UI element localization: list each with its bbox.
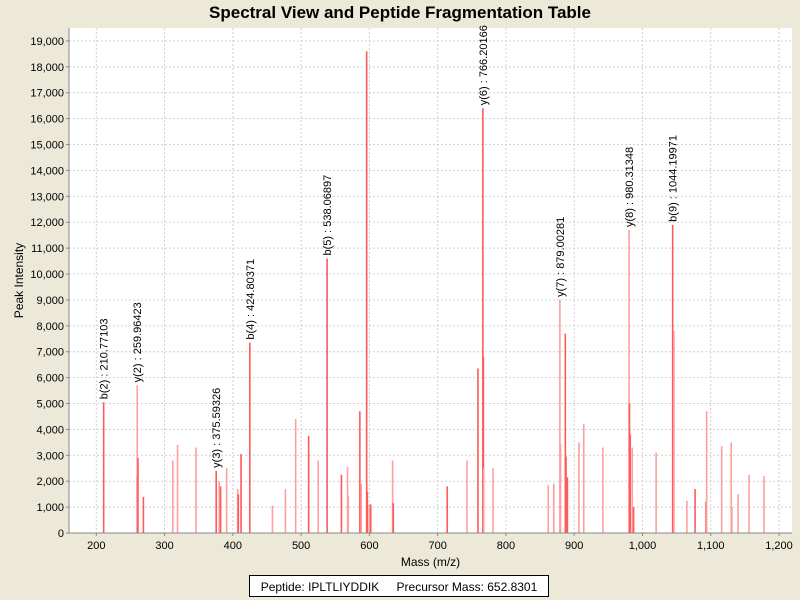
y-tick-label: 9,000 xyxy=(36,295,64,307)
peak-annotation: y(8) : 980.31348 xyxy=(624,147,636,227)
y-tick-label: 16,000 xyxy=(30,114,64,126)
x-tick-label: 1,200 xyxy=(765,540,793,552)
y-tick-label: 4,000 xyxy=(36,424,64,436)
x-tick-label: 600 xyxy=(360,540,378,552)
y-tick-label: 0 xyxy=(58,528,64,540)
y-tick-label: 15,000 xyxy=(30,140,64,152)
x-tick-label: 1,100 xyxy=(697,540,725,552)
x-tick-label: 500 xyxy=(292,540,310,552)
y-tick-label: 18,000 xyxy=(30,62,64,74)
x-tick-label: 200 xyxy=(87,540,105,552)
legend-precursor: Precursor Mass: 652.8301 xyxy=(396,580,538,594)
x-axis-label: Mass (m/z) xyxy=(401,555,460,569)
x-tick-label: 700 xyxy=(428,540,446,552)
y-tick-label: 7,000 xyxy=(36,347,64,359)
legend-peptide: Peptide: IPLTLIYDDIK xyxy=(260,580,380,594)
y-tick-label: 19,000 xyxy=(30,36,64,48)
peak-annotation: y(7) : 879.00281 xyxy=(555,217,567,297)
y-tick-label: 11,000 xyxy=(31,243,64,255)
y-tick-label: 10,000 xyxy=(30,269,64,281)
y-tick-label: 13,000 xyxy=(30,191,64,203)
chart-title: Spectral View and Peptide Fragmentation … xyxy=(209,3,591,22)
y-tick-label: 5,000 xyxy=(36,399,64,411)
peak-annotation: b(5) : 538.06897 xyxy=(322,175,334,256)
y-tick-label: 14,000 xyxy=(30,165,64,177)
y-tick-label: 17,000 xyxy=(30,88,64,100)
y-axis-label: Peak Intensity xyxy=(12,243,26,318)
x-tick-label: 800 xyxy=(497,540,515,552)
legend: Peptide: IPLTLIYDDIK Precursor Mass: 652… xyxy=(249,575,549,597)
peak-annotation: b(9) : 1044.19971 xyxy=(668,135,680,222)
x-tick-label: 900 xyxy=(565,540,583,552)
y-tick-label: 1,000 xyxy=(36,502,64,514)
y-tick-label: 8,000 xyxy=(36,321,64,333)
peak-annotation: b(4) : 424.80371 xyxy=(245,259,257,340)
peak-annotation: y(6) : 766.20166 xyxy=(478,25,490,105)
x-tick-label: 300 xyxy=(155,540,173,552)
y-tick-label: 2,000 xyxy=(36,476,64,488)
x-tick-label: 1,000 xyxy=(629,540,657,552)
plot-area xyxy=(69,28,792,533)
y-tick-label: 3,000 xyxy=(36,450,64,462)
peak-annotation: y(2) : 259.96423 xyxy=(132,302,144,382)
y-tick-label: 6,000 xyxy=(36,373,64,385)
x-tick-label: 400 xyxy=(224,540,242,552)
y-tick-label: 12,000 xyxy=(30,217,64,229)
peak-annotation: y(3) : 375.59326 xyxy=(211,388,223,468)
peak-annotation: b(2) : 210.77103 xyxy=(99,318,111,399)
